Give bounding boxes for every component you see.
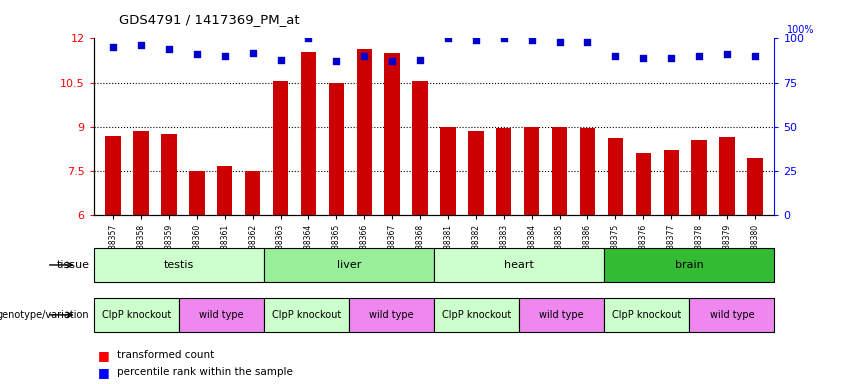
Point xyxy=(218,53,231,59)
Bar xyxy=(747,157,762,215)
Point xyxy=(580,39,594,45)
Point xyxy=(441,35,454,41)
Point xyxy=(497,35,511,41)
Text: GDS4791 / 1417369_PM_at: GDS4791 / 1417369_PM_at xyxy=(119,13,300,26)
Bar xyxy=(496,128,511,215)
Text: ClpP knockout: ClpP knockout xyxy=(612,310,682,320)
Bar xyxy=(385,53,400,215)
Bar xyxy=(357,49,372,215)
Point xyxy=(748,53,762,59)
Bar xyxy=(434,248,604,282)
Text: 100%: 100% xyxy=(787,25,814,35)
Text: wild type: wild type xyxy=(710,310,754,320)
Point xyxy=(246,50,260,56)
Point xyxy=(329,58,343,65)
Text: heart: heart xyxy=(504,260,534,270)
Text: genotype/variation: genotype/variation xyxy=(0,310,89,320)
Bar xyxy=(106,136,121,215)
Bar xyxy=(719,137,734,215)
Bar xyxy=(691,140,706,215)
Bar xyxy=(664,150,679,215)
Point xyxy=(163,46,176,52)
Bar xyxy=(440,127,455,215)
Bar xyxy=(273,81,288,215)
Text: ■: ■ xyxy=(98,366,110,379)
Point xyxy=(190,51,203,57)
Bar xyxy=(179,298,264,332)
Bar xyxy=(349,298,434,332)
Point xyxy=(134,42,148,48)
Point xyxy=(608,53,622,59)
Point xyxy=(525,37,539,43)
Text: wild type: wild type xyxy=(369,310,414,320)
Bar xyxy=(94,298,179,332)
Text: ClpP knockout: ClpP knockout xyxy=(101,310,171,320)
Bar xyxy=(162,134,177,215)
Point xyxy=(357,53,371,59)
Bar xyxy=(689,298,774,332)
Bar xyxy=(604,248,774,282)
Bar xyxy=(580,128,595,215)
Text: percentile rank within the sample: percentile rank within the sample xyxy=(117,367,293,377)
Point xyxy=(469,37,483,43)
Point xyxy=(106,44,120,50)
Bar xyxy=(524,127,540,215)
Point xyxy=(665,55,678,61)
Point xyxy=(301,35,315,41)
Text: ■: ■ xyxy=(98,349,110,362)
Bar xyxy=(519,298,604,332)
Text: ClpP knockout: ClpP knockout xyxy=(442,310,511,320)
Text: testis: testis xyxy=(163,260,194,270)
Bar xyxy=(94,248,264,282)
Text: brain: brain xyxy=(675,260,704,270)
Bar xyxy=(217,167,232,215)
Text: ClpP knockout: ClpP knockout xyxy=(271,310,341,320)
Bar xyxy=(328,83,344,215)
Point xyxy=(553,39,567,45)
Bar xyxy=(264,248,434,282)
Point xyxy=(386,58,399,65)
Bar xyxy=(264,298,349,332)
Text: liver: liver xyxy=(337,260,361,270)
Text: wild type: wild type xyxy=(199,310,243,320)
Bar xyxy=(300,51,316,215)
Bar xyxy=(245,171,260,215)
Point xyxy=(720,51,734,57)
Point xyxy=(274,56,288,63)
Text: wild type: wild type xyxy=(540,310,584,320)
Bar xyxy=(636,153,651,215)
Point xyxy=(414,56,427,63)
Bar xyxy=(468,131,483,215)
Bar xyxy=(413,81,428,215)
Bar xyxy=(434,298,519,332)
Bar xyxy=(134,131,149,215)
Bar xyxy=(604,298,689,332)
Point xyxy=(637,55,650,61)
Bar xyxy=(608,139,623,215)
Text: tissue: tissue xyxy=(56,260,89,270)
Bar xyxy=(552,127,568,215)
Bar xyxy=(189,171,204,215)
Text: transformed count: transformed count xyxy=(117,350,214,360)
Point xyxy=(692,53,705,59)
